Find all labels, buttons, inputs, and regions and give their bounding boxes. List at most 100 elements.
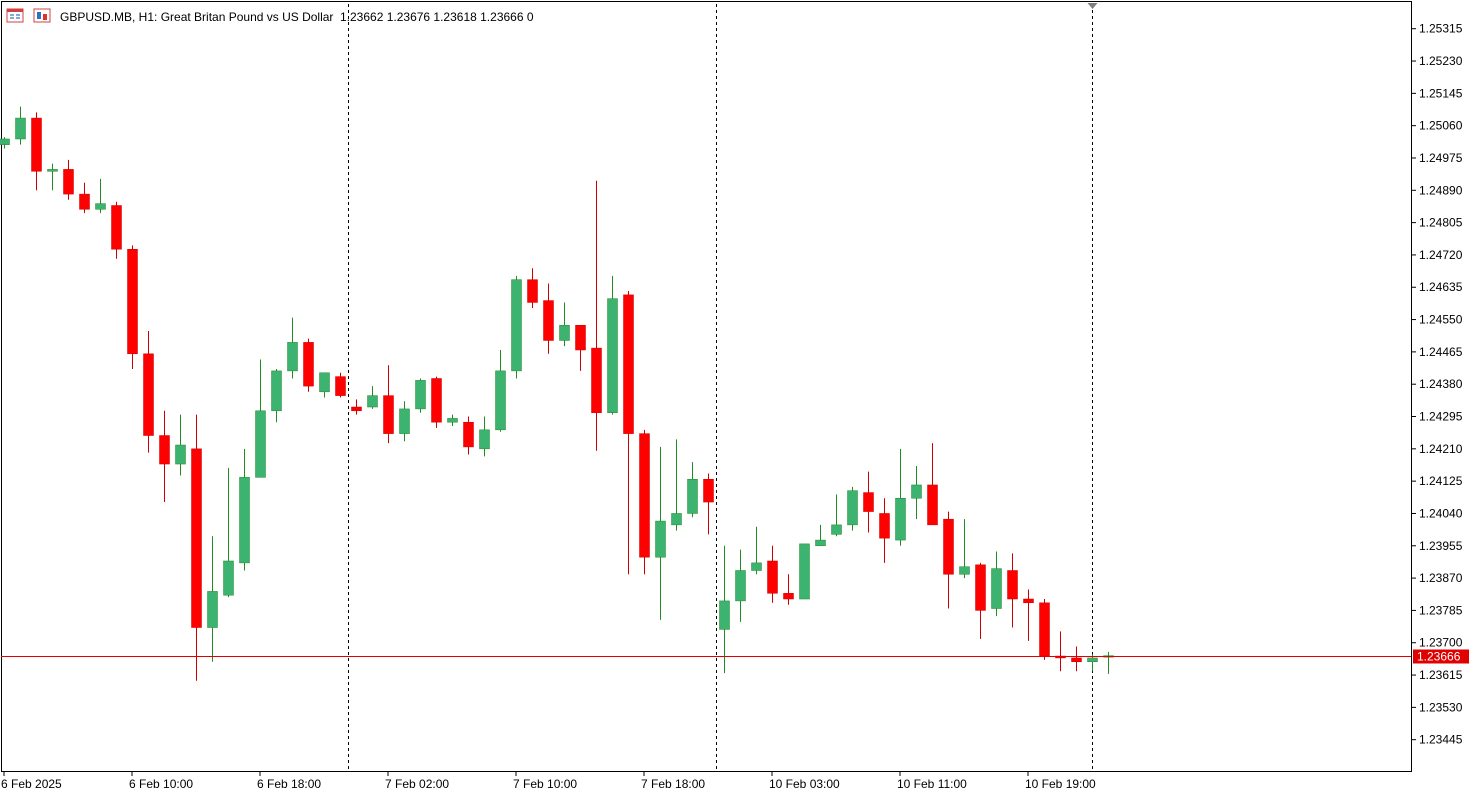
candle: [383, 365, 394, 444]
candle-body: [63, 169, 74, 195]
time-tick-label: 7 Feb 02:00: [385, 777, 449, 791]
candle: [303, 338, 314, 392]
candle: [463, 416, 474, 455]
candle-body: [479, 429, 490, 450]
candle: [175, 414, 186, 476]
candle-body: [511, 279, 522, 372]
chart-window-icon[interactable]: [6, 8, 24, 23]
candle-body: [255, 410, 266, 478]
plot-frame: [1, 1, 1412, 772]
price-tick-label: 1.24210: [1419, 442, 1463, 456]
plot-border: [1, 1, 1412, 772]
candle: [127, 245, 138, 369]
candle: [111, 201, 122, 259]
candle: [1055, 631, 1066, 672]
price-tick-label: 1.24465: [1419, 345, 1463, 359]
candle-body: [239, 477, 250, 564]
time-axis[interactable]: 6 Feb 2025 6 Feb 10:00 6 Feb 18:00 7 Feb 02…: [1, 772, 1096, 791]
candle: [319, 372, 330, 398]
candle: [367, 386, 378, 409]
candle-body: [847, 490, 858, 526]
candle-body: [815, 539, 826, 547]
price-tick-label: 1.25060: [1419, 119, 1463, 133]
candle: [511, 275, 522, 379]
candle-body: [767, 560, 778, 594]
price-tick-label: 1.24125: [1419, 474, 1463, 488]
candle: [351, 399, 362, 415]
candle: [335, 372, 346, 398]
time-tick-label: 6 Feb 18:00: [257, 777, 321, 791]
candle-body: [159, 435, 170, 465]
candle: [639, 429, 650, 575]
candle: [287, 317, 298, 379]
candle: [223, 467, 234, 598]
price-tick-label: 1.24550: [1419, 313, 1463, 327]
candle-body: [575, 325, 586, 351]
candle-body: [703, 478, 714, 503]
candle: [271, 368, 282, 423]
price-tick-label: 1.23955: [1419, 539, 1463, 553]
price-tick-label: 1.24720: [1419, 248, 1463, 262]
candle: [703, 473, 714, 535]
price-tick-label: 1.23700: [1419, 636, 1463, 650]
candle: [975, 562, 986, 639]
candle-body: [415, 380, 426, 410]
candle-body: [1007, 570, 1018, 600]
price-tick-label: 1.23615: [1419, 668, 1463, 682]
candles: [0, 106, 1114, 681]
price-tick-label: 1.23785: [1419, 603, 1463, 617]
chart-type-icon[interactable]: [33, 8, 51, 23]
candle: [943, 511, 954, 609]
candle-body: [47, 169, 58, 172]
candle-body: [367, 395, 378, 408]
price-tick-label: 1.25145: [1419, 86, 1463, 100]
shift-marker-icon[interactable]: [1087, 3, 1098, 9]
candle-body: [623, 294, 634, 434]
candle-body: [335, 376, 346, 396]
candle: [719, 545, 730, 674]
candle: [575, 325, 586, 371]
candle-body: [655, 520, 666, 558]
candle: [159, 410, 170, 503]
time-tick-label: 10 Feb 03:00: [769, 777, 840, 791]
symbol-title: GBPUSD.MB, H1: Great Britan Pound vs US …: [60, 10, 333, 24]
candle: [767, 545, 778, 603]
candle-body: [1023, 598, 1034, 604]
price-tick-label: 1.25230: [1419, 54, 1463, 68]
time-tick-label: 6 Feb 10:00: [129, 777, 193, 791]
candle-body: [719, 600, 730, 630]
time-tick-label: 7 Feb 18:00: [641, 777, 705, 791]
candle-body: [191, 448, 202, 628]
candle-body: [79, 193, 90, 210]
candle-body: [671, 513, 682, 526]
candle-body: [495, 370, 506, 431]
candle-body: [1039, 602, 1050, 657]
day-separators: [348, 3, 1098, 772]
candle-body: [911, 484, 922, 499]
candle-body: [735, 570, 746, 602]
candle-body: [0, 138, 10, 145]
candle-body: [863, 492, 874, 512]
candle: [495, 349, 506, 432]
candle: [79, 182, 90, 214]
candle-body: [687, 478, 698, 514]
chart-header: GBPUSD.MB, H1: Great Britan Pound vs US …: [6, 8, 534, 24]
candle: [847, 486, 858, 531]
candle-body: [959, 566, 970, 575]
candle-body: [527, 279, 538, 303]
price-tick-label: 1.24295: [1419, 410, 1463, 424]
ohlc-values: 1.23662 1.23676 1.23618 1.23666 0: [340, 10, 534, 24]
candle: [751, 526, 762, 575]
candle: [1103, 651, 1114, 674]
price-tick-label: 1.24890: [1419, 183, 1463, 197]
candle: [687, 462, 698, 518]
candle-body: [207, 591, 218, 628]
candle-body: [591, 347, 602, 413]
candle: [143, 330, 154, 453]
candle: [783, 574, 794, 605]
candle-body: [831, 524, 842, 535]
price-axis[interactable]: 1.25315 1.25230 1.25145 1.25060 1.24975 1.248…: [1411, 22, 1469, 747]
candle: [31, 112, 42, 191]
